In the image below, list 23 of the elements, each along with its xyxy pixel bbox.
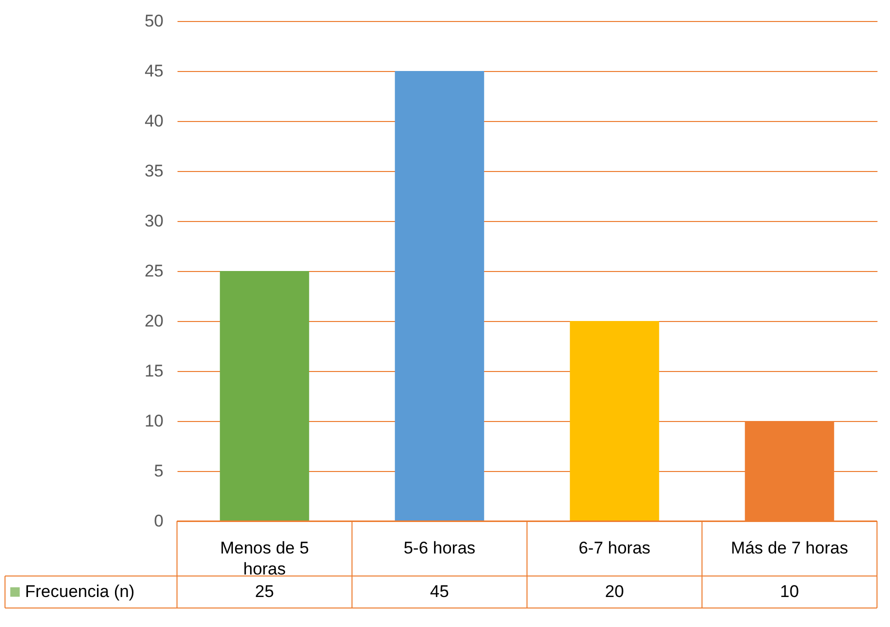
bar <box>394 71 484 521</box>
bar <box>220 271 310 521</box>
bar <box>570 321 660 521</box>
data-label: 20 <box>605 582 624 601</box>
y-tick-label: 50 <box>144 12 164 30</box>
x-tick-label: 5-6 horas <box>404 538 476 558</box>
y-tick-label: 5 <box>154 462 164 480</box>
y-tick-label: 30 <box>144 212 164 230</box>
y-tick-label: 10 <box>144 412 164 430</box>
data-label: 25 <box>255 582 274 601</box>
y-tick-label: 25 <box>144 262 164 280</box>
x-tick-label: Menos de 5 horas <box>220 538 309 578</box>
data-label: 10 <box>780 582 799 601</box>
x-tick-label: 6-7 horas <box>578 538 650 558</box>
legend-label: Frecuencia (n) <box>25 582 135 601</box>
y-tick-label: 20 <box>144 312 164 330</box>
y-tick-label: 45 <box>144 62 164 80</box>
x-tick-label: Más de 7 horas <box>730 538 848 558</box>
y-tick-label: 0 <box>154 512 164 530</box>
y-tick-label: 35 <box>144 162 164 180</box>
y-tick-label: 15 <box>144 362 164 380</box>
data-label: 45 <box>430 582 449 601</box>
y-tick-label: 40 <box>144 112 164 130</box>
